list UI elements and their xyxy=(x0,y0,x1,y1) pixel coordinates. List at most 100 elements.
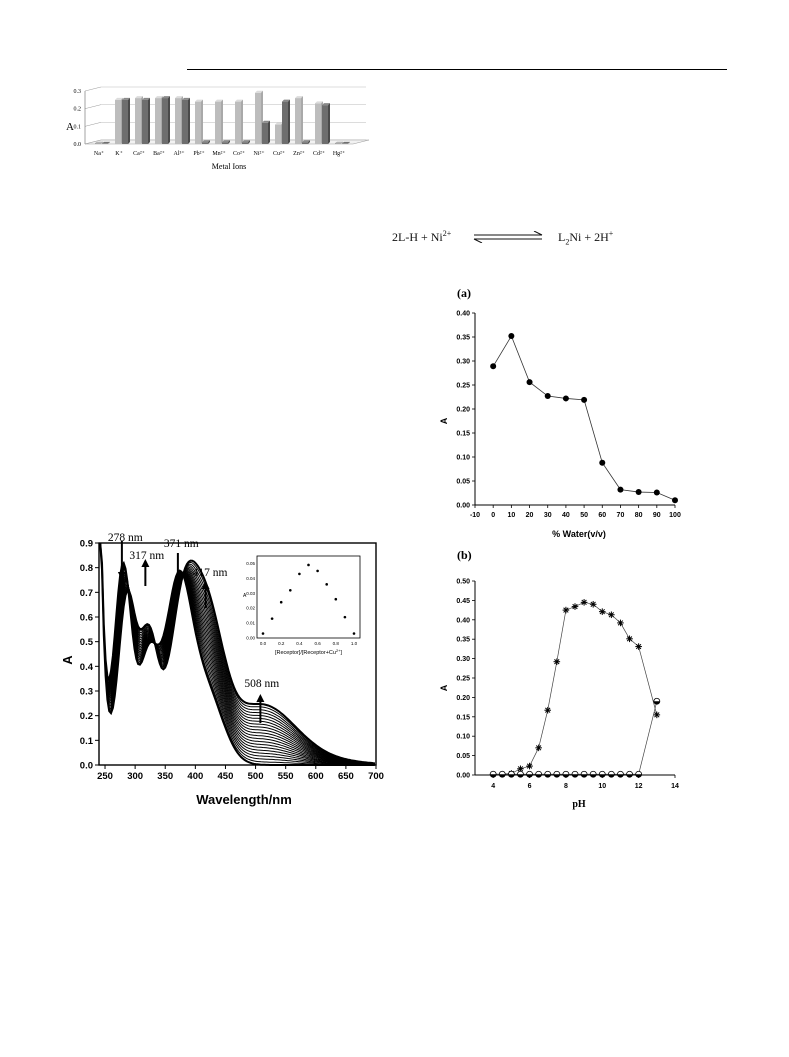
ph-xtick-label: 10 xyxy=(598,783,606,790)
bar-side-face xyxy=(168,96,170,144)
bar-mark xyxy=(94,141,104,144)
ph-xtick-label: 8 xyxy=(564,783,568,790)
equilibrium-arrows-icon xyxy=(473,231,543,243)
ph-asterisk-stroke xyxy=(563,607,569,613)
water-xlabel: % Water(v/v) xyxy=(552,529,606,539)
bar-mark xyxy=(122,99,128,144)
uv-xtick-label: 700 xyxy=(368,771,384,782)
bar-side-face xyxy=(128,97,130,144)
inset-xtick-label: 0.8 xyxy=(333,641,340,646)
uv-spectrum-curve xyxy=(99,542,375,765)
bar-mark xyxy=(255,92,261,144)
water-data-point xyxy=(653,489,660,496)
bar-category-label: Cu²⁺ xyxy=(273,150,285,157)
inset-ytick-label: 0.01 xyxy=(246,621,255,626)
ph-xtick-label: 12 xyxy=(635,783,643,790)
equation-left: 2L-H + Ni xyxy=(392,230,443,244)
water-xtick-label: 20 xyxy=(526,512,534,519)
bar-mark xyxy=(322,105,328,144)
bar-side-face xyxy=(228,140,230,144)
ph-ytick-label: 0.50 xyxy=(456,579,470,586)
ph-asterisk-stroke xyxy=(572,603,578,610)
inset-xlabel: [Receptor]/[Receptor+Cu2+] xyxy=(275,648,343,656)
uv-annotation-label: 417 nm xyxy=(193,567,228,579)
equation-right-sub: 2 xyxy=(565,237,570,247)
water-xtick-label: 50 xyxy=(580,512,588,519)
inset-xtick-label: 0.6 xyxy=(314,641,321,646)
bar-top-face xyxy=(302,140,310,143)
bar-mark xyxy=(334,141,344,144)
ph-asterisk-point xyxy=(608,611,615,619)
inset-data-point xyxy=(289,588,292,592)
uv-annotation-label: 371 nm xyxy=(164,538,199,550)
water-xtick-label: -10 xyxy=(470,512,480,519)
uv-spectrum-curve xyxy=(99,542,375,765)
bar-side-face xyxy=(288,99,290,144)
ph-half-circle-point xyxy=(544,770,552,778)
water-data-point xyxy=(617,486,624,493)
bar-grid-slant xyxy=(84,104,102,109)
equation-right-charge: + xyxy=(608,229,614,238)
ph-circle-fill xyxy=(553,774,560,778)
uv-ylabel: A xyxy=(60,655,75,665)
inset-frame xyxy=(256,555,361,639)
bar-top-face xyxy=(195,99,203,102)
ph-circle-fill xyxy=(581,774,588,778)
uv-spectrum-curve xyxy=(99,542,375,765)
ph-circle-fill xyxy=(526,774,533,778)
ph-xtick-label: 6 xyxy=(528,783,532,790)
water-data-point xyxy=(672,497,678,504)
ph-circle-fill xyxy=(635,774,642,778)
ph-half-circle-point xyxy=(571,770,579,778)
water-data-point xyxy=(562,395,569,402)
ph-half-circle-point xyxy=(498,770,506,778)
ph-xtick-label: 4 xyxy=(491,783,495,790)
ph-asterisk-point xyxy=(580,599,588,606)
ph-ytick-label: 0.20 xyxy=(456,695,470,702)
inset-xlabel-end: ] xyxy=(341,650,343,656)
water-xtick-label: 100 xyxy=(669,512,681,519)
bar-top-face xyxy=(202,140,210,143)
ph-asterisk-stroke xyxy=(608,612,615,618)
bar-side-face xyxy=(308,140,310,144)
ph-circle-fill xyxy=(572,774,578,778)
bar-top-face xyxy=(235,99,243,102)
ph-asterisk-stroke xyxy=(590,601,596,607)
water-ylabel: A xyxy=(439,417,449,424)
ph-xtick-label: 14 xyxy=(671,783,679,790)
uv-xtick-label: 250 xyxy=(97,771,113,782)
inset-xtick-label: 1.0 xyxy=(351,641,358,646)
inset-ytick-label: 0.05 xyxy=(246,561,255,566)
bar-category-label: Na⁺ xyxy=(94,150,104,157)
bar-top-face xyxy=(242,140,250,143)
uv-xtick-label: 650 xyxy=(338,771,354,782)
ph-asterisk-point xyxy=(589,600,597,608)
bar-top-face xyxy=(162,96,170,99)
uv-ytick-label: 0.3 xyxy=(80,687,93,698)
bar-mark xyxy=(175,98,181,144)
inset-data-point xyxy=(316,569,319,573)
ph-asterisk-stroke xyxy=(517,766,524,772)
inset-data-point xyxy=(307,563,310,567)
bar-top-face xyxy=(142,97,150,100)
uv-xlabel: Wavelength/nm xyxy=(196,792,292,807)
bar-top-face xyxy=(282,99,290,102)
uv-xtick-label: 550 xyxy=(278,771,294,782)
ph-effect-chart: (b) 4 6 8 10 12 14 0.00 0.05 0.10 0.15 0.20 0.25 0.3… xyxy=(439,548,679,810)
uv-spectrum-curve xyxy=(99,542,375,765)
bar-side-face xyxy=(201,99,203,144)
ph-ytick-label: 0.10 xyxy=(456,734,470,741)
water-xtick-label: 90 xyxy=(653,512,661,519)
uv-annotation-label: 317 nm xyxy=(129,550,164,562)
ph-half-circle-point xyxy=(553,770,561,778)
ph-asterisk-stroke xyxy=(626,636,633,642)
bar-top-face xyxy=(222,140,230,143)
inset-ytick-label: 0.03 xyxy=(246,591,255,596)
ph-asterisk-stroke xyxy=(526,763,533,769)
uv-arrowhead-icon xyxy=(256,694,265,702)
ph-asterisk-point xyxy=(544,706,552,714)
inset-data-point xyxy=(279,600,283,604)
water-ytick-label: 0.15 xyxy=(456,431,470,438)
uv-xtick-label: 300 xyxy=(127,771,143,782)
inset-data-point xyxy=(352,632,356,635)
